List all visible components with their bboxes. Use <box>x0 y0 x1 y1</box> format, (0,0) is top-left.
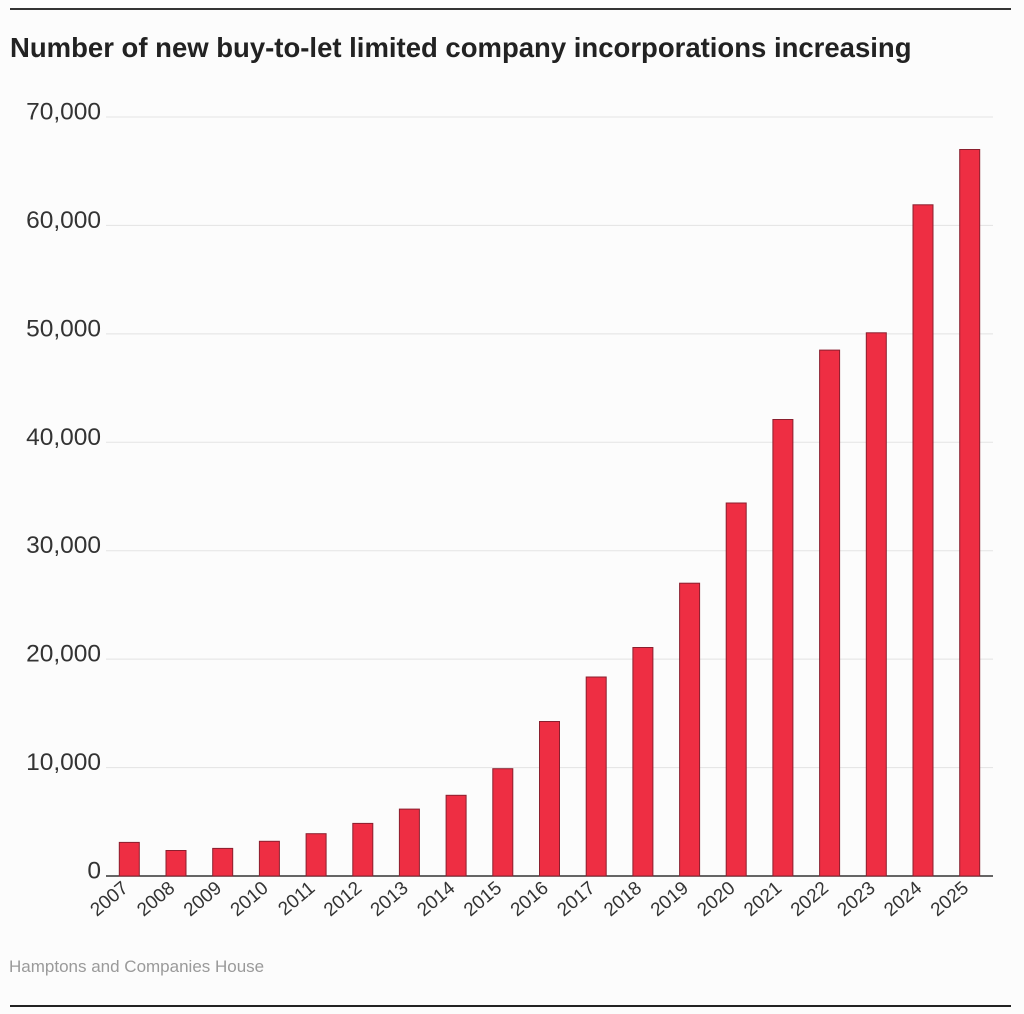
svg-text:2016: 2016 <box>507 878 553 921</box>
svg-text:50,000: 50,000 <box>26 315 101 342</box>
svg-text:2011: 2011 <box>275 878 320 920</box>
svg-text:2009: 2009 <box>180 878 226 921</box>
svg-text:2019: 2019 <box>647 878 693 921</box>
svg-text:2022: 2022 <box>787 878 833 921</box>
svg-text:30,000: 30,000 <box>26 532 101 559</box>
svg-text:2008: 2008 <box>133 878 179 921</box>
svg-text:2023: 2023 <box>834 878 880 921</box>
svg-text:2024: 2024 <box>880 877 926 921</box>
svg-text:0: 0 <box>87 858 101 885</box>
svg-text:2015: 2015 <box>460 878 506 921</box>
svg-text:2020: 2020 <box>694 878 740 921</box>
svg-text:2025: 2025 <box>927 878 973 921</box>
svg-text:2014: 2014 <box>413 877 459 921</box>
svg-text:10,000: 10,000 <box>26 749 101 776</box>
svg-text:2012: 2012 <box>320 878 366 921</box>
svg-text:2021: 2021 <box>740 878 786 921</box>
svg-text:2017: 2017 <box>554 878 600 921</box>
svg-text:60,000: 60,000 <box>26 207 101 234</box>
svg-text:2018: 2018 <box>600 878 646 921</box>
svg-text:20,000: 20,000 <box>26 641 101 668</box>
svg-text:40,000: 40,000 <box>26 424 101 451</box>
svg-text:2013: 2013 <box>367 878 413 921</box>
svg-text:70,000: 70,000 <box>26 99 101 126</box>
svg-text:2010: 2010 <box>227 878 273 921</box>
